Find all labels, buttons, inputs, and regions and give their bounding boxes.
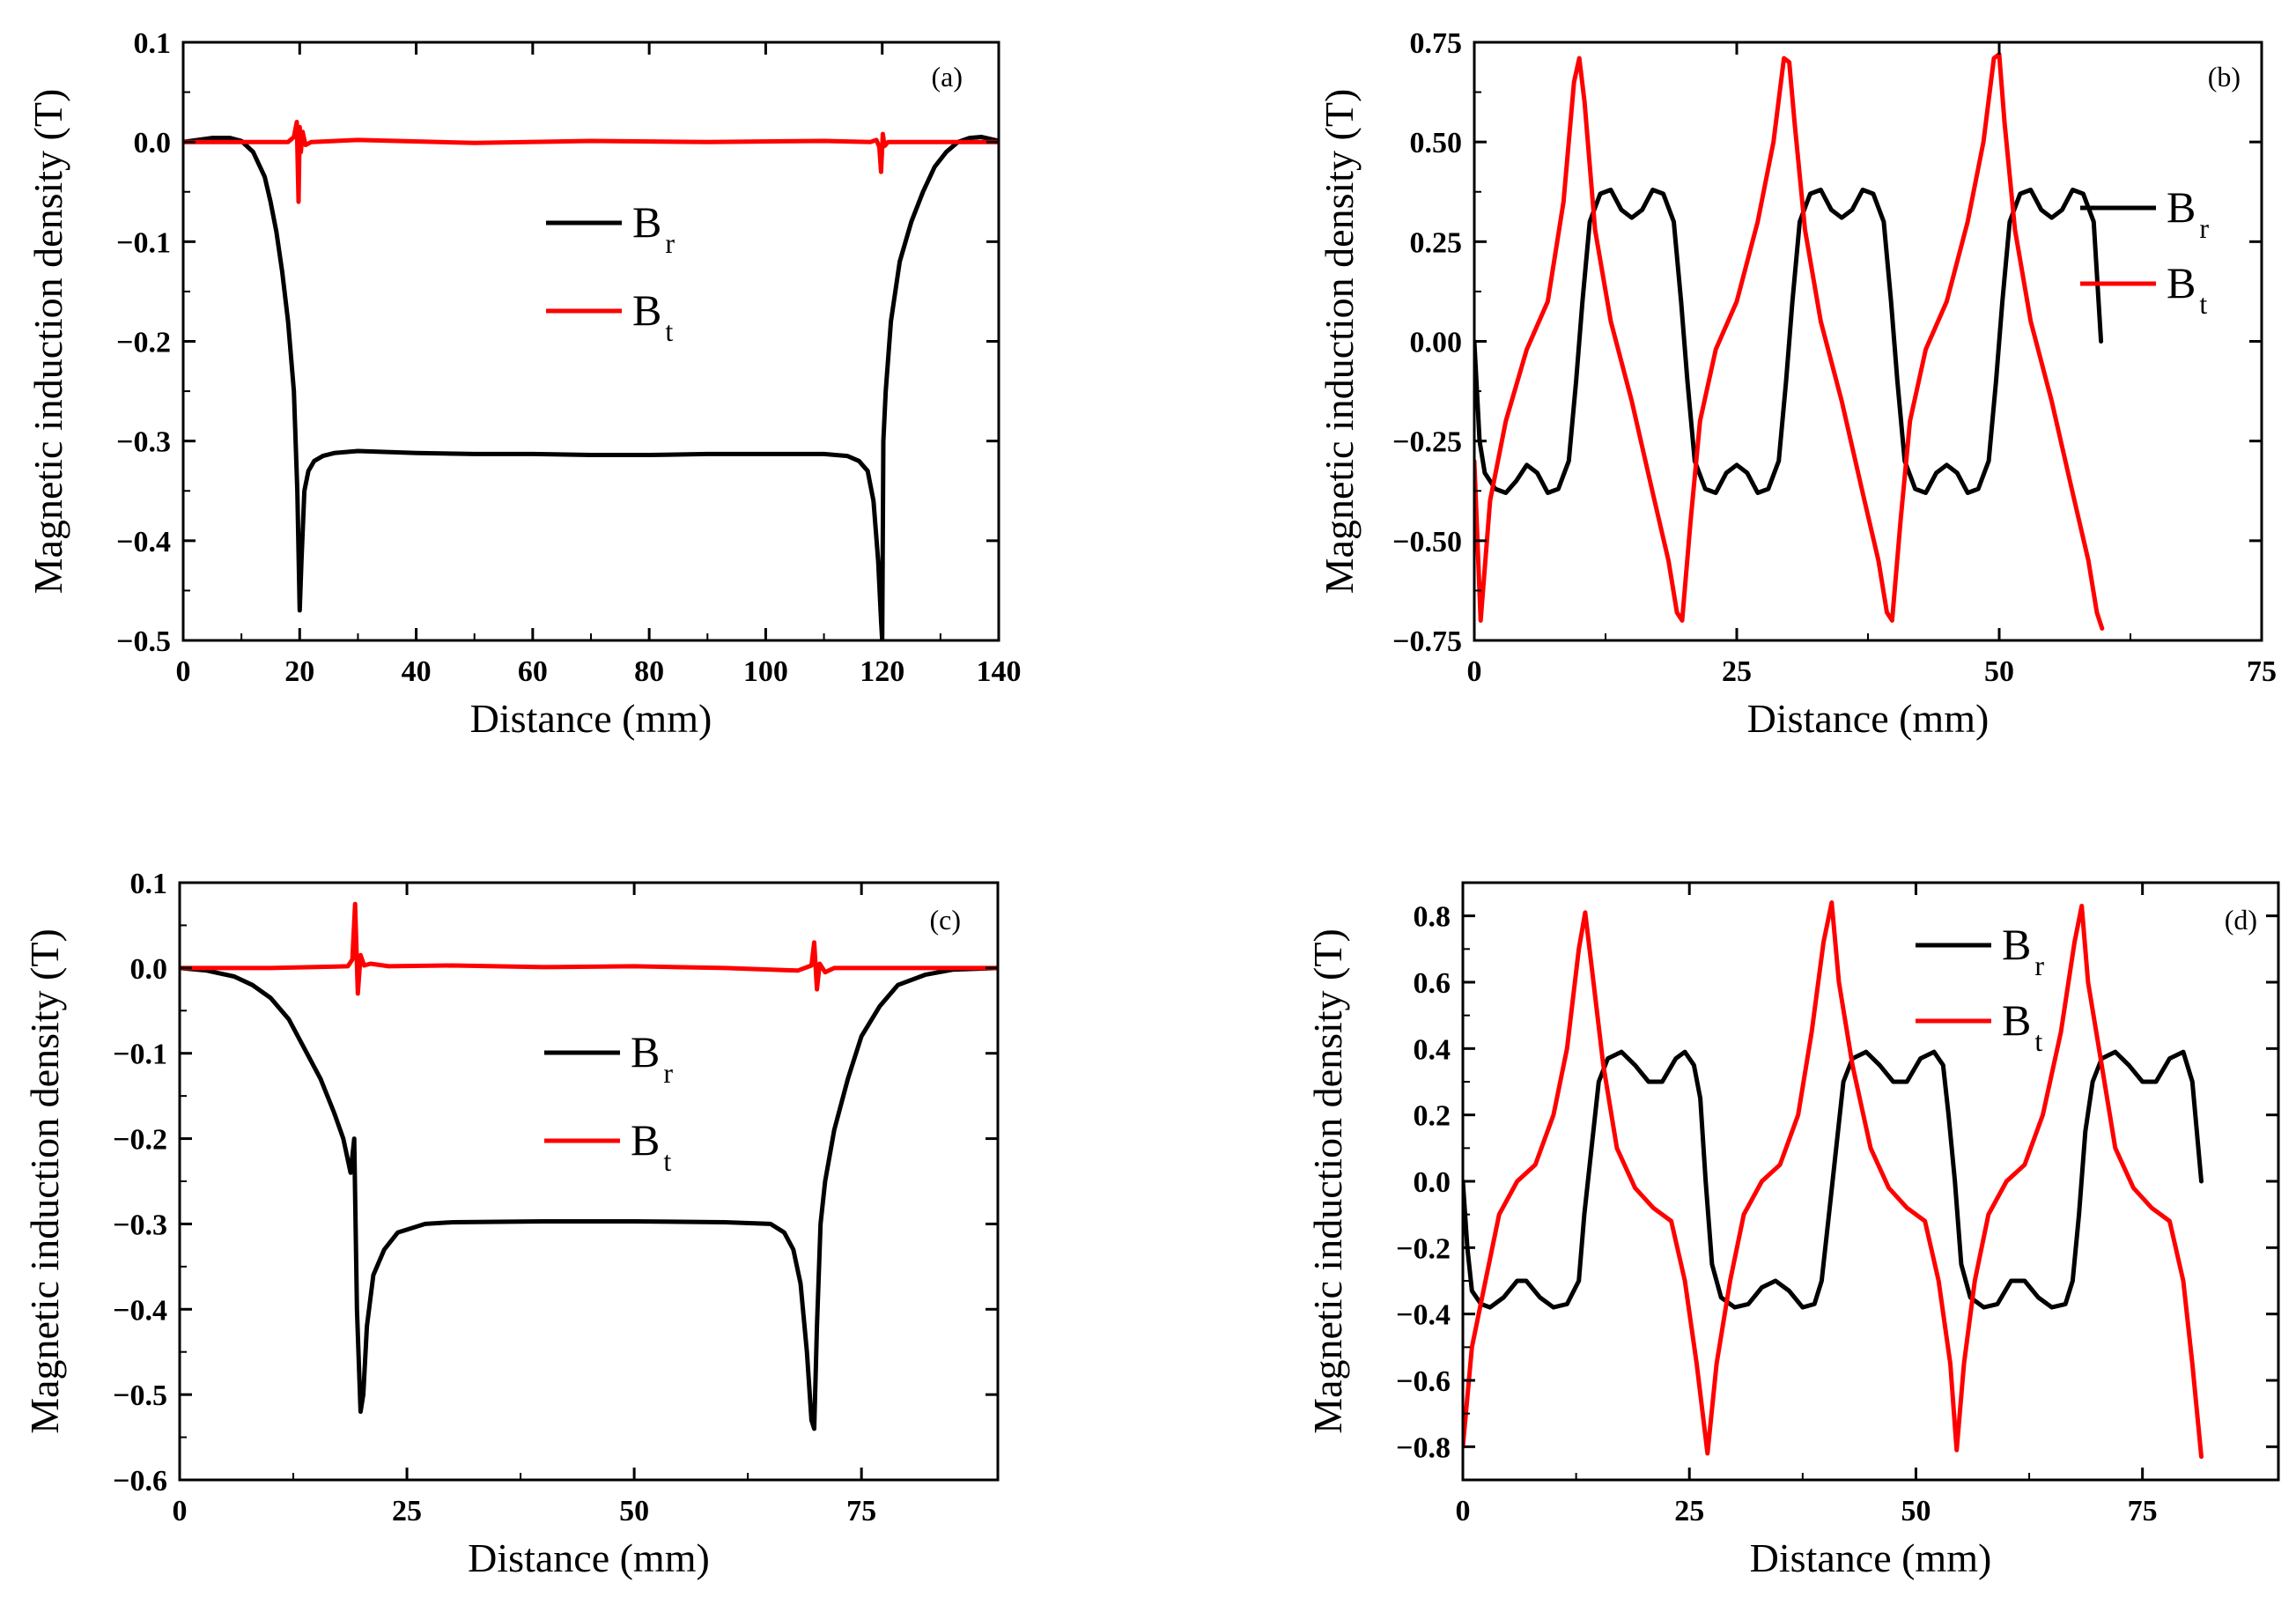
y-tick-label: 0.0: [1414, 1166, 1451, 1199]
panel-d: 0 25 50 75 0.8 0.6 0.4 0.2 0.0 −0.2 −0.4 −0.6 −0.8 Di…: [1305, 881, 2280, 1580]
y-tick-label: −0.3: [116, 426, 171, 459]
x-tick-label: 25: [392, 1495, 422, 1527]
y-tick-label: 0.8: [1414, 901, 1451, 934]
x-tick-label: 0: [176, 655, 191, 688]
x-tick-label: 80: [634, 655, 664, 688]
legend-subscript: t: [2034, 1025, 2042, 1057]
x-tick-label: 100: [743, 655, 788, 688]
x-axis-label: Distance (mm): [1747, 696, 1990, 741]
y-tick-label: −0.6: [1396, 1365, 1451, 1398]
x-tick-label: 140: [977, 655, 1022, 688]
panel-label: (b): [2208, 61, 2241, 92]
x-tick-label: 60: [518, 655, 548, 688]
legend-subscript: t: [665, 315, 673, 347]
y-axis-label: Magnetic induction density (T): [1317, 89, 1362, 595]
panel-b: 0 25 50 75 0.75 0.50 0.25 0.00 −0.25 −0.50 −0.75 Di…: [1317, 27, 2277, 741]
x-tick-label: 0: [1467, 655, 1482, 688]
y-tick-label: 0.0: [134, 127, 172, 159]
panel-label: (a): [931, 61, 963, 92]
x-tick-label: 75: [2247, 655, 2277, 688]
y-tick-label: 0.25: [1410, 226, 1463, 259]
x-tick-label: 75: [846, 1495, 876, 1527]
y-tick-label: −0.4: [113, 1294, 167, 1327]
x-tick-label: 120: [860, 655, 904, 688]
x-axis-label: Distance (mm): [470, 696, 712, 741]
x-tick-label: 0: [173, 1495, 188, 1527]
legend-subscript: r: [665, 227, 675, 259]
panel-a: 0 20 40 60 80 100 120 140 0.1 0.0 −0.1 −0.2 −0.3 −0.4…: [26, 27, 1022, 741]
x-tick-label: 25: [1722, 655, 1752, 688]
series-line-Bt: [180, 901, 998, 996]
y-tick-label: −0.2: [116, 327, 171, 359]
plot-frame: [178, 881, 1000, 1482]
x-tick-label: 25: [1674, 1495, 1704, 1527]
y-axis-label: Magnetic induction density (T): [1305, 928, 1350, 1434]
series-line-Br: [1463, 1049, 2204, 1310]
y-tick-label: 0.2: [1414, 1100, 1451, 1133]
panel-label: (c): [929, 904, 961, 936]
series-line-Br: [1474, 188, 2104, 495]
y-tick-label: −0.2: [1396, 1232, 1451, 1265]
y-tick-label: 0.50: [1410, 127, 1463, 159]
plot-frame: [1461, 881, 2280, 1482]
y-tick-label: 0.0: [130, 953, 168, 986]
y-axis-label: Magnetic induction density (T): [22, 928, 67, 1434]
y-tick-label: −0.1: [113, 1039, 167, 1071]
y-tick-label: 0.00: [1410, 327, 1463, 359]
series-line-Br: [180, 965, 998, 1431]
x-tick-label: 75: [2128, 1495, 2158, 1527]
x-tick-label: 50: [1901, 1495, 1931, 1527]
y-tick-label: −0.1: [116, 226, 171, 259]
panel-label: (d): [2225, 904, 2257, 936]
x-tick-label: 50: [1984, 655, 2014, 688]
y-tick-label: 0.4: [1414, 1033, 1451, 1066]
y-tick-label: 0.75: [1410, 27, 1463, 60]
legend-subscript: t: [2199, 288, 2207, 320]
y-tick-label: −0.4: [1396, 1299, 1451, 1332]
series-line-Bt: [183, 120, 999, 204]
x-tick-label: 50: [619, 1495, 649, 1527]
legend-subscript: t: [663, 1145, 671, 1177]
y-tick-label: 0.1: [134, 27, 172, 60]
y-tick-label: −0.8: [1396, 1431, 1451, 1464]
plot-frame: [1473, 41, 2263, 642]
legend-subscript: r: [2199, 212, 2209, 244]
x-axis-label: Distance (mm): [468, 1535, 710, 1580]
y-tick-label: −0.75: [1392, 625, 1462, 658]
y-tick-label: −0.4: [116, 526, 171, 558]
y-axis-label: Magnetic induction density (T): [26, 89, 70, 595]
y-tick-label: −0.6: [113, 1465, 167, 1498]
y-tick-label: 0.1: [130, 868, 168, 900]
y-tick-label: −0.3: [113, 1209, 167, 1241]
legend-subscript: r: [663, 1057, 673, 1089]
y-tick-label: −0.50: [1392, 526, 1462, 558]
legend-subscript: r: [2034, 950, 2044, 981]
y-tick-label: −0.25: [1392, 426, 1462, 459]
y-tick-label: −0.2: [113, 1124, 167, 1157]
y-tick-label: −0.5: [116, 625, 171, 658]
y-tick-label: −0.5: [113, 1379, 167, 1412]
y-tick-label: 0.6: [1414, 967, 1451, 1000]
series-line-Br: [183, 135, 999, 640]
x-tick-label: 40: [402, 655, 432, 688]
x-tick-label: 0: [1456, 1495, 1471, 1527]
panel-c: 0 25 50 75 0.1 0.0 −0.1 −0.2 −0.3 −0.4 −0.5 −0.6 Dis…: [22, 868, 1000, 1580]
x-tick-label: 20: [284, 655, 314, 688]
x-axis-label: Distance (mm): [1750, 1535, 1992, 1580]
series-line-Bt: [1463, 900, 2204, 1460]
